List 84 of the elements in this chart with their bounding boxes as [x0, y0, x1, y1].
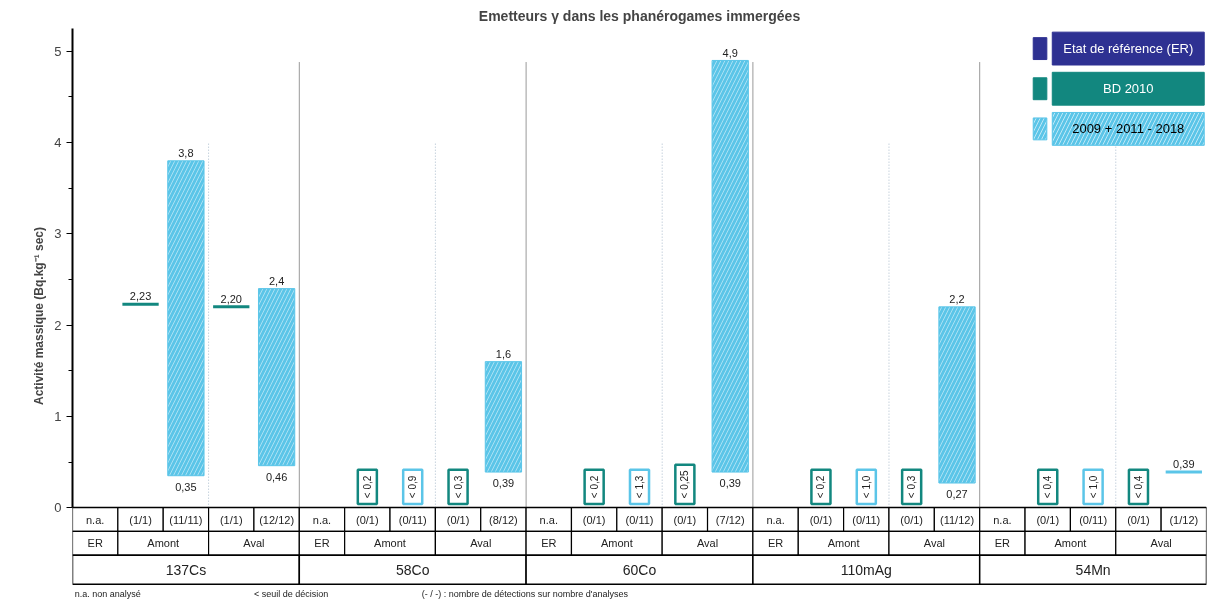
- x-tick-label: n.a.: [539, 513, 558, 526]
- text: Aval: [923, 537, 945, 550]
- text: Aval: [696, 537, 719, 550]
- text: Amont: [600, 537, 633, 550]
- x-tick-label: (0/1): [582, 513, 606, 526]
- text: < 1,0: [860, 475, 872, 499]
- x-tick-label: (1/1): [129, 513, 152, 526]
- x-tick-label: (0/1): [356, 513, 379, 526]
- text: ER: [87, 537, 103, 550]
- x-tick-label: (1/1): [219, 513, 243, 526]
- x-tick-label: (0/1): [809, 513, 833, 526]
- x-tick-label: (0/11): [398, 513, 427, 526]
- text: < 0,3: [906, 475, 918, 499]
- text: Aval: [1150, 537, 1172, 550]
- x-tick-label: (12/12): [259, 513, 295, 526]
- x-tick-label: n.a.: [86, 513, 105, 526]
- legend-label: Etat de référence (ER): [1063, 41, 1194, 57]
- text: 54Mn: [1075, 561, 1111, 578]
- text: Amont: [1054, 537, 1087, 550]
- text: < 0,9: [407, 475, 419, 499]
- text: < 0,25: [679, 470, 691, 499]
- text: 0,27: [946, 488, 968, 501]
- text: Amont: [374, 537, 406, 550]
- text: < seuil de décision: [253, 588, 329, 599]
- x-tick-label: (0/1): [1127, 513, 1150, 526]
- y-tick-label: 4: [54, 135, 62, 151]
- x-tick-label: (0/1): [900, 513, 923, 526]
- x-tick-label: n.a.: [766, 513, 785, 526]
- x-tick-label: (11/11): [169, 513, 203, 526]
- x-tick-label: (11/12): [940, 513, 975, 526]
- text: 110mAg: [840, 561, 892, 578]
- x-tick-label: (0/11): [852, 513, 881, 526]
- text: < 0,4: [1132, 475, 1144, 499]
- x-tick-label: (0/1): [1036, 513, 1060, 526]
- text: 137Cs: [165, 561, 207, 578]
- text: 60Co: [622, 561, 657, 578]
- text: ER: [541, 537, 557, 550]
- x-tick-label: (8/12): [489, 513, 518, 526]
- y-tick-label: 3: [54, 226, 62, 242]
- x-tick-label: (0/1): [446, 513, 470, 526]
- y-tick-label: 2: [54, 317, 62, 333]
- text: 0,46: [265, 470, 288, 483]
- text: < 1,3: [634, 475, 645, 499]
- text: 4,9: [722, 46, 738, 59]
- text: 2,4: [268, 274, 285, 287]
- chart-title: Emetteurs γ dans les phanérogames immergées: [478, 7, 801, 24]
- text: 0,35: [175, 481, 197, 494]
- text: < 0,4: [1042, 475, 1054, 499]
- legend-label: 2009 + 2011 - 2018: [1072, 121, 1185, 137]
- text: 2,2: [949, 293, 965, 306]
- x-tick-label: (0/1): [673, 513, 697, 526]
- text: ER: [994, 537, 1011, 550]
- data-label: 2,23: [129, 290, 152, 303]
- text: 0,39: [719, 477, 741, 490]
- text: < 0,2: [815, 475, 827, 499]
- text: Amont: [147, 537, 180, 550]
- text: n.a. non analysé: [74, 588, 141, 599]
- text: Aval: [243, 537, 265, 550]
- x-tick-label: n.a.: [312, 513, 332, 526]
- text: 1,6: [495, 347, 512, 360]
- text: ER: [767, 537, 784, 550]
- text: < 0,2: [588, 475, 600, 499]
- x-tick-label: (7/12): [715, 513, 745, 526]
- x-tick-label: (0/11): [1079, 513, 1108, 526]
- x-tick-label: (0/11): [625, 513, 654, 526]
- text: Aval: [470, 537, 492, 550]
- x-tick-label: (1/12): [1169, 513, 1199, 526]
- y-axis-title: Activité massique (Bq.kg⁻¹ sec): [32, 226, 47, 406]
- data-label: 2,20: [220, 293, 242, 306]
- text: BD 2010: [1102, 81, 1154, 97]
- text: 58Co: [395, 561, 430, 578]
- text: (- / -) : nombre de détections sur nombre d'analyses: [421, 588, 629, 599]
- text: < 0,2: [361, 475, 373, 499]
- text: 3,8: [178, 147, 194, 160]
- y-tick-label: 5: [54, 43, 62, 59]
- x-tick-label: n.a.: [993, 513, 1012, 526]
- text: < 0,3: [452, 475, 464, 499]
- text: ER: [314, 537, 330, 550]
- data-label: 0,39: [1173, 458, 1195, 471]
- y-tick-label: 0: [54, 500, 62, 516]
- text: < 1,0: [1087, 475, 1099, 499]
- text: Amont: [827, 537, 860, 550]
- y-tick-label: 1: [54, 408, 62, 424]
- text: 0,39: [492, 477, 515, 490]
